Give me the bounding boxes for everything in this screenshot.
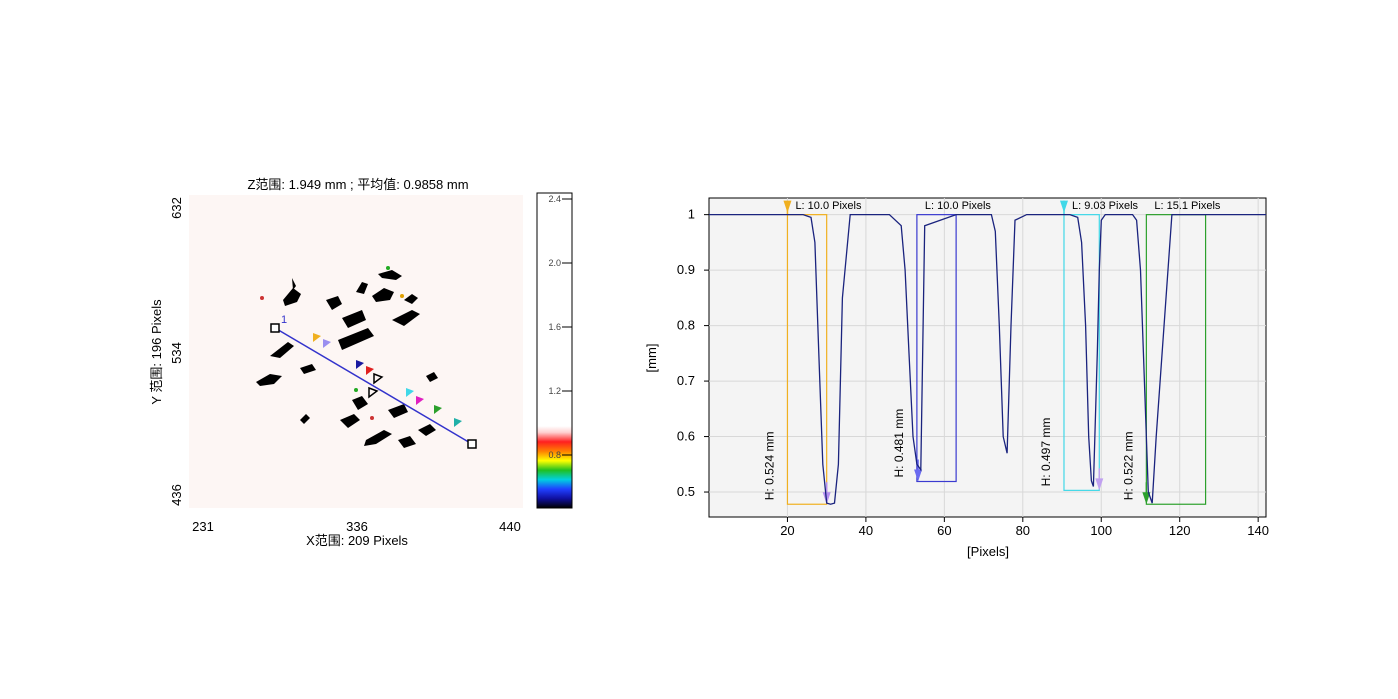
length-label: L: 15.1 Pixels [1154,200,1221,212]
x-tick-label: 60 [937,523,951,538]
x-tick-label: 40 [859,523,873,538]
x-tick-label: 80 [1016,523,1030,538]
y-axis-title: [mm] [644,344,659,373]
y-tick-label: 436 [169,484,184,506]
colorbar-tick-label: 1.6 [548,322,561,332]
height-map-panel: Z范围: 1.949 mm ; 平均值: 0.9858 mm [149,177,523,548]
profile-line[interactable]: 1 [270,314,477,449]
y-tick-label: 0.8 [677,318,695,333]
profile-flag-markers [313,333,462,427]
series [709,213,1266,505]
measurement-box[interactable] [916,214,957,483]
y-axis-label: Y 范围: 196 Pixels [149,299,164,405]
bottom-marker-triangle[interactable] [1095,478,1104,491]
x-tick-label: 120 [1169,523,1191,538]
bottom-marker-triangle[interactable] [914,469,923,482]
flag-marker [406,388,414,397]
height-map-features [256,266,438,448]
colorbar-tick-label: 0.8 [548,450,561,460]
plot-area [708,197,1267,518]
flag-marker [368,386,379,399]
colorbar-tick-label: 2.4 [548,194,561,204]
x-tick-label: 231 [192,519,214,534]
x-tick-label: 440 [499,519,521,534]
x-tick-label: 336 [346,519,368,534]
y-tick-label: 632 [169,197,184,219]
colorbar-tick-label: 1.2 [548,386,561,396]
flag-marker [356,360,364,369]
map-title: Z范围: 1.949 mm ; 平均值: 0.9858 mm [247,177,468,192]
colorbar-tick-label: 2.0 [548,258,561,268]
colorbar: 2.4 2.0 1.6 1.2 0.8 [536,192,573,509]
x-axis-title: [Pixels] [967,544,1009,559]
y-tick-label: 0.9 [677,262,695,277]
flag-marker [434,405,442,414]
profile-chart: 20 40 60 80 100 120 140 0.5 0.6 0.7 0.8 0.9 1 L: 10.… [644,197,1269,559]
y-tick-label: 534 [169,342,184,364]
flag-marker [313,333,321,342]
measurement-markers [783,200,1207,505]
flag-marker [373,372,384,385]
x-tick-label: 140 [1247,523,1269,538]
height-label: H: 0.522 mm [1121,432,1135,501]
height-label: H: 0.481 mm [892,409,906,478]
height-label: H: 0.497 mm [1039,418,1053,487]
profile-start-handle[interactable] [270,323,280,333]
flag-marker [323,339,331,348]
profile-series-line [709,213,1266,505]
flag-marker [416,396,424,405]
profile-line-label: 1 [281,314,287,326]
y-tick-label: 0.7 [677,373,695,388]
length-label: L: 10.0 Pixels [795,200,862,212]
flag-marker [366,366,374,375]
x-tick-label: 100 [1090,523,1112,538]
x-axis-label: X范围: 209 Pixels [306,533,408,548]
bottom-marker-triangle[interactable] [1142,492,1151,505]
length-label: L: 10.0 Pixels [925,200,992,212]
height-map-image [189,195,523,508]
x-tick-label: 20 [780,523,794,538]
measurement-labels: L: 10.0 Pixels H: 0.524 mm L: 10.0 Pixels H… [762,200,1220,500]
y-tick-label: 1 [688,207,695,222]
flag-marker [454,418,462,427]
axis-ticks: 20 40 60 80 100 120 140 0.5 0.6 0.7 0.8 0.9 1 [677,207,1269,538]
length-label: L: 9.03 Pixels [1072,200,1139,212]
height-label: H: 0.524 mm [762,432,776,501]
profile-end-handle[interactable] [467,439,477,449]
y-tick-label: 0.6 [677,429,695,444]
measurement-box[interactable] [1063,214,1100,491]
y-tick-label: 0.5 [677,484,695,499]
measurement-box[interactable] [786,214,828,505]
